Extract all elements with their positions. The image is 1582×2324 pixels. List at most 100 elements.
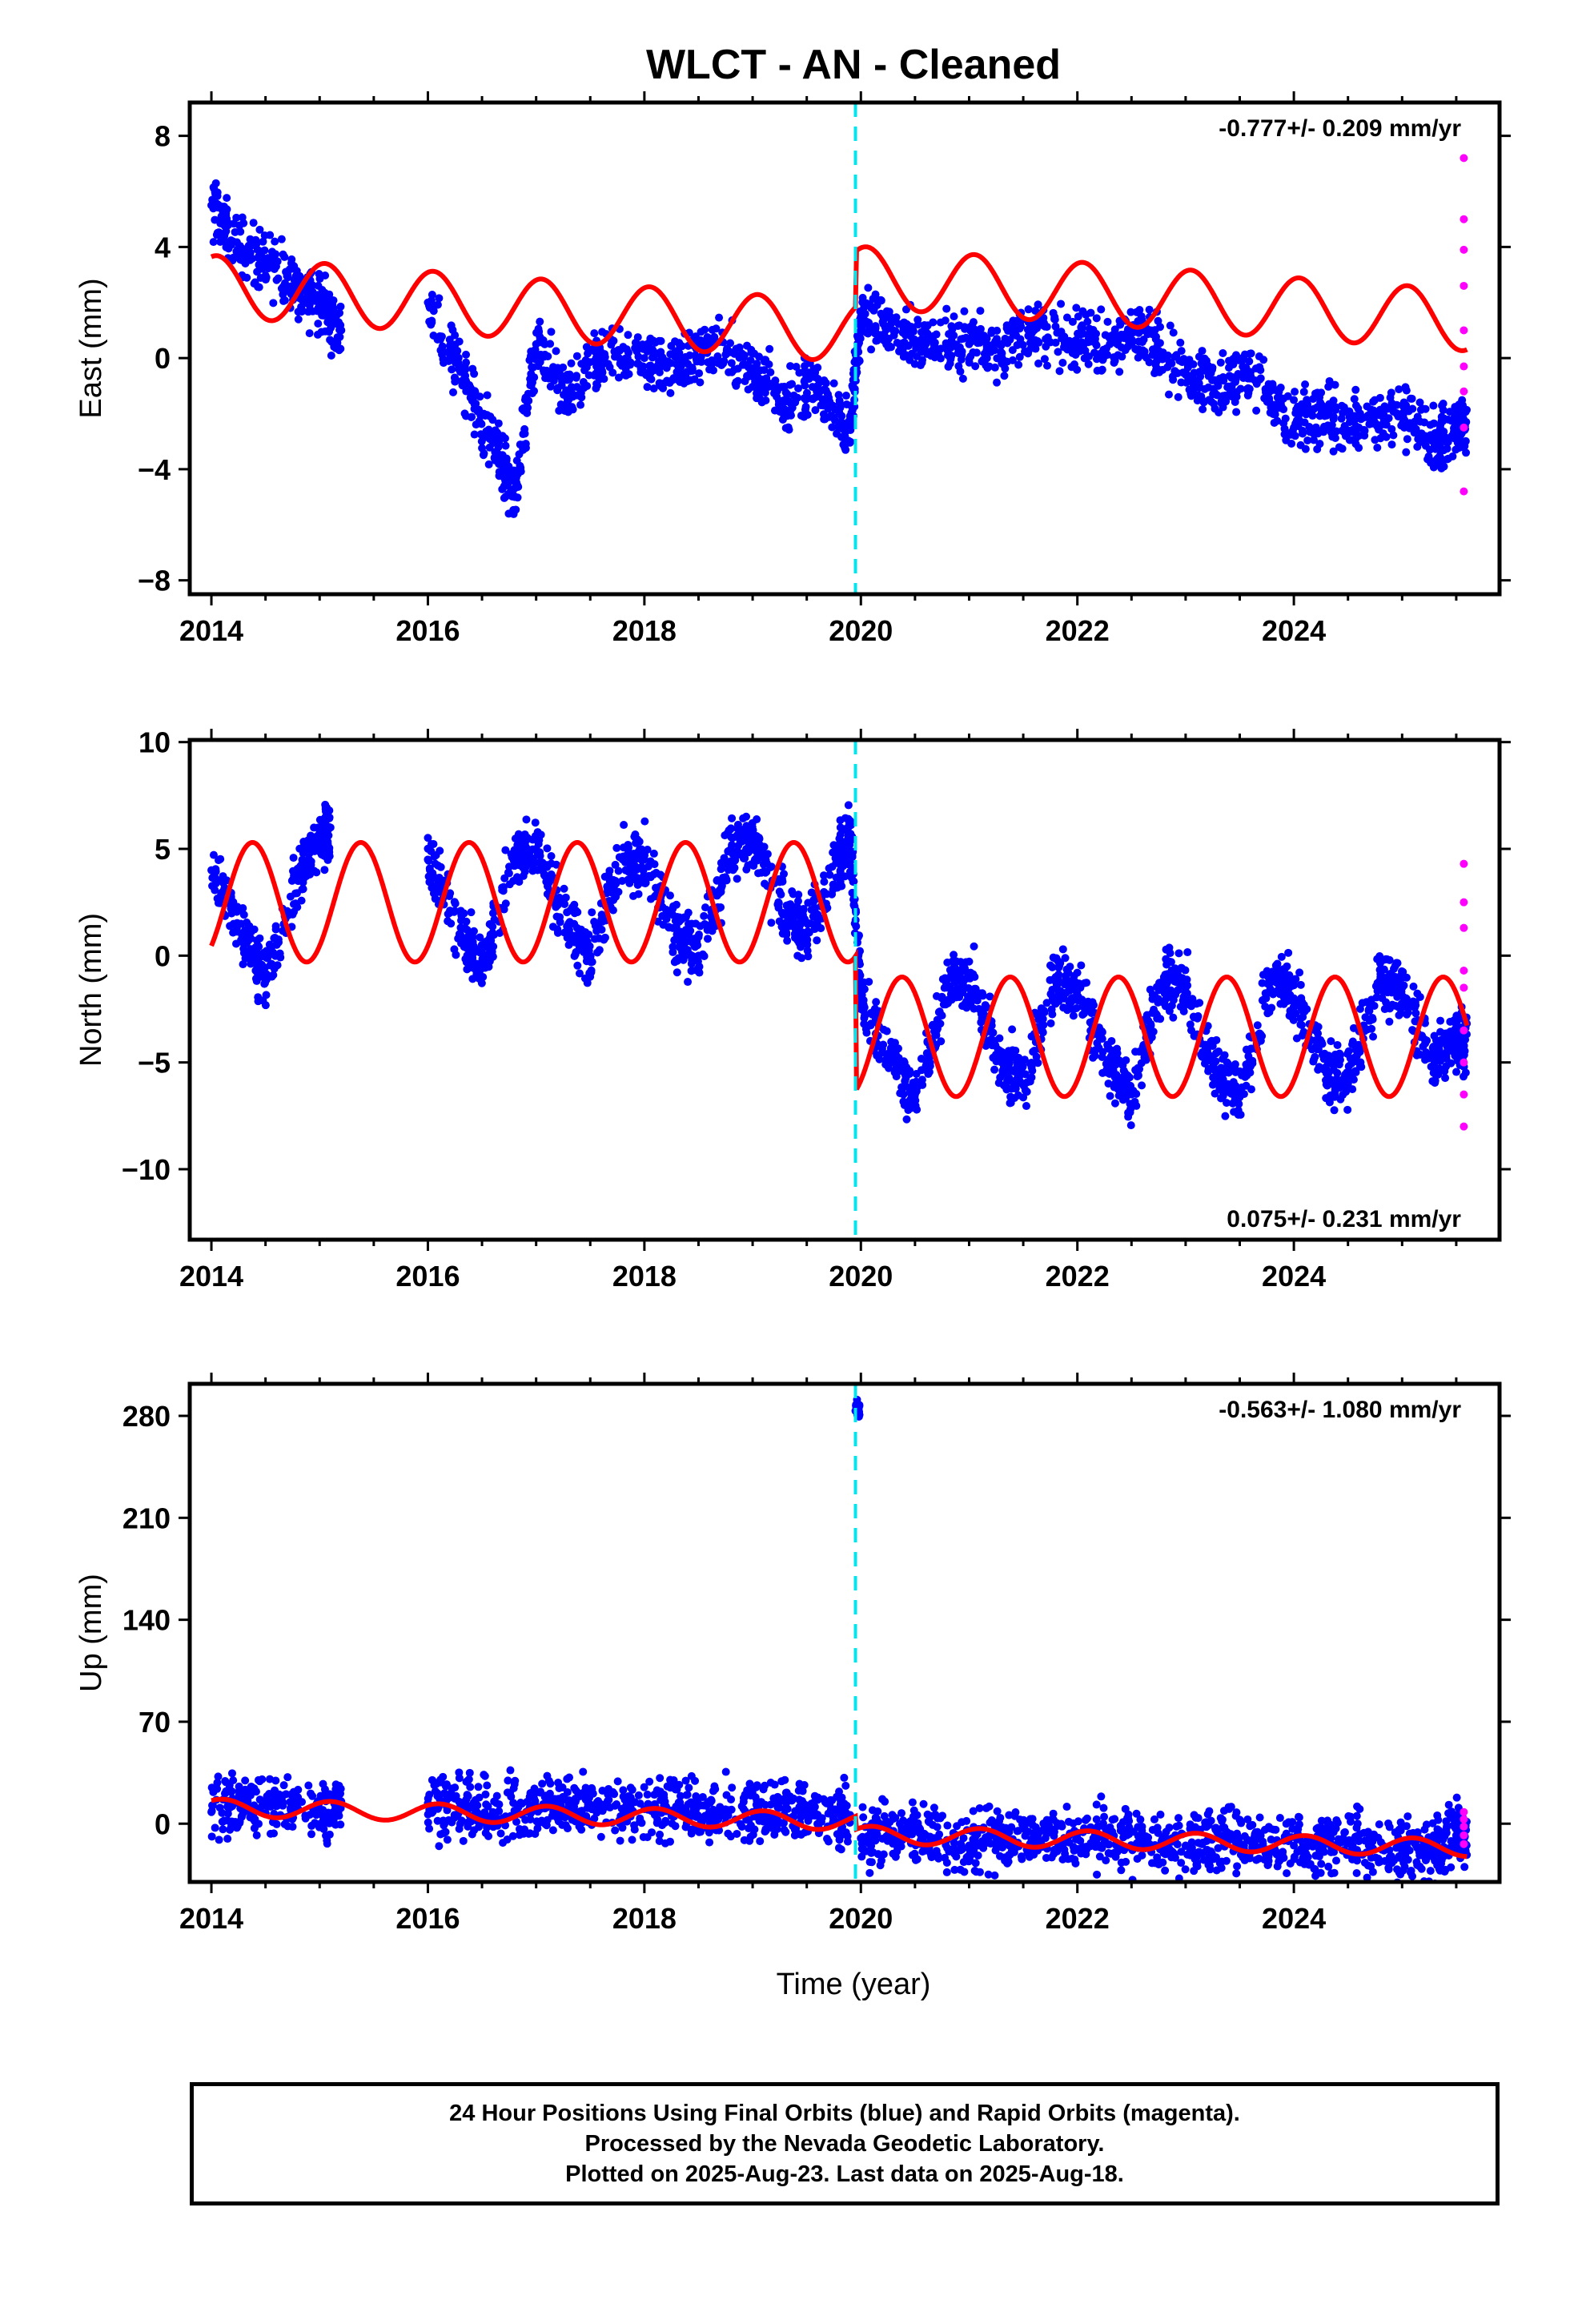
data-point	[1243, 384, 1251, 393]
data-point	[882, 1027, 891, 1035]
data-point	[525, 356, 534, 364]
data-point	[219, 887, 228, 895]
data-point	[749, 826, 757, 834]
data-point	[1298, 426, 1307, 435]
data-point	[450, 898, 459, 907]
data-point	[431, 895, 440, 903]
data-point	[1323, 1056, 1331, 1065]
data-point	[1431, 1076, 1439, 1085]
data-point	[1002, 1080, 1010, 1089]
data-point	[568, 403, 576, 412]
data-point	[1174, 392, 1182, 401]
data-point	[536, 336, 544, 345]
data-point	[1287, 439, 1296, 448]
data-point	[867, 345, 876, 354]
data-point	[255, 943, 263, 951]
data-point	[1277, 952, 1286, 961]
data-point	[1138, 1081, 1146, 1090]
data-point	[695, 963, 704, 971]
data-point	[1059, 343, 1068, 352]
data-point	[304, 307, 313, 316]
data-point	[582, 343, 591, 352]
data-point	[1077, 961, 1086, 970]
data-point	[1161, 1002, 1170, 1011]
data-point	[1258, 979, 1267, 987]
data-point	[1070, 360, 1078, 369]
data-point	[519, 444, 528, 452]
data-point	[435, 874, 444, 883]
data-point	[855, 339, 864, 348]
data-point	[451, 331, 460, 340]
data-point	[305, 329, 314, 338]
data-point	[900, 328, 909, 337]
data-point	[965, 354, 974, 363]
data-point	[662, 915, 671, 923]
data-point	[462, 358, 471, 367]
data-point	[1423, 455, 1432, 464]
data-point	[527, 347, 536, 356]
data-point	[950, 331, 958, 340]
data-point	[1040, 355, 1049, 364]
data-point	[1066, 345, 1074, 354]
data-point	[1448, 452, 1457, 460]
data-point	[1296, 980, 1305, 989]
data-point	[1182, 980, 1191, 989]
data-point	[1231, 376, 1240, 384]
data-point	[495, 472, 504, 480]
data-point	[1207, 1037, 1215, 1046]
data-point	[335, 308, 344, 317]
data-point	[1126, 308, 1135, 316]
data-point	[1268, 380, 1277, 388]
data-point	[1006, 1092, 1015, 1101]
y-tick-label: −4	[138, 453, 171, 486]
data-point	[1164, 390, 1173, 399]
data-point	[640, 817, 649, 826]
data-point	[1315, 1036, 1324, 1045]
data-point	[1219, 376, 1228, 385]
data-point	[1310, 404, 1319, 413]
data-point	[799, 906, 808, 915]
data-point	[427, 320, 436, 329]
data-point	[970, 972, 979, 981]
data-point	[501, 899, 510, 908]
data-point	[828, 423, 837, 432]
data-point	[695, 369, 704, 378]
data-point	[223, 194, 231, 203]
data-point	[1371, 436, 1379, 444]
data-point	[1243, 1071, 1251, 1080]
data-point	[500, 462, 508, 471]
data-point	[1150, 992, 1159, 1001]
data-point	[1054, 348, 1062, 356]
data-point	[995, 1034, 1004, 1043]
data-point	[1309, 1057, 1318, 1066]
data-point	[1170, 973, 1179, 982]
data-point	[646, 364, 655, 373]
data-point	[1232, 408, 1241, 416]
data-point	[538, 861, 547, 870]
data-point	[1108, 1063, 1117, 1072]
data-point	[753, 360, 761, 368]
data-point	[836, 873, 845, 882]
data-point	[1460, 416, 1468, 425]
data-point	[329, 311, 338, 320]
data-point	[687, 919, 696, 928]
data-point	[263, 947, 272, 956]
data-point	[783, 936, 792, 945]
data-point	[946, 353, 955, 362]
data-point	[1422, 1048, 1431, 1057]
data-point	[319, 295, 327, 304]
data-point	[1054, 970, 1063, 979]
data-point	[1246, 1062, 1255, 1071]
data-point	[279, 282, 287, 291]
data-point	[1437, 455, 1446, 464]
data-point	[555, 406, 564, 415]
data-point	[943, 983, 952, 991]
data-point	[568, 936, 577, 945]
data-point	[1307, 1045, 1316, 1054]
data-point	[261, 1001, 270, 1010]
data-point	[1355, 444, 1363, 452]
data-point	[869, 1011, 878, 1019]
data-point	[879, 1040, 888, 1049]
